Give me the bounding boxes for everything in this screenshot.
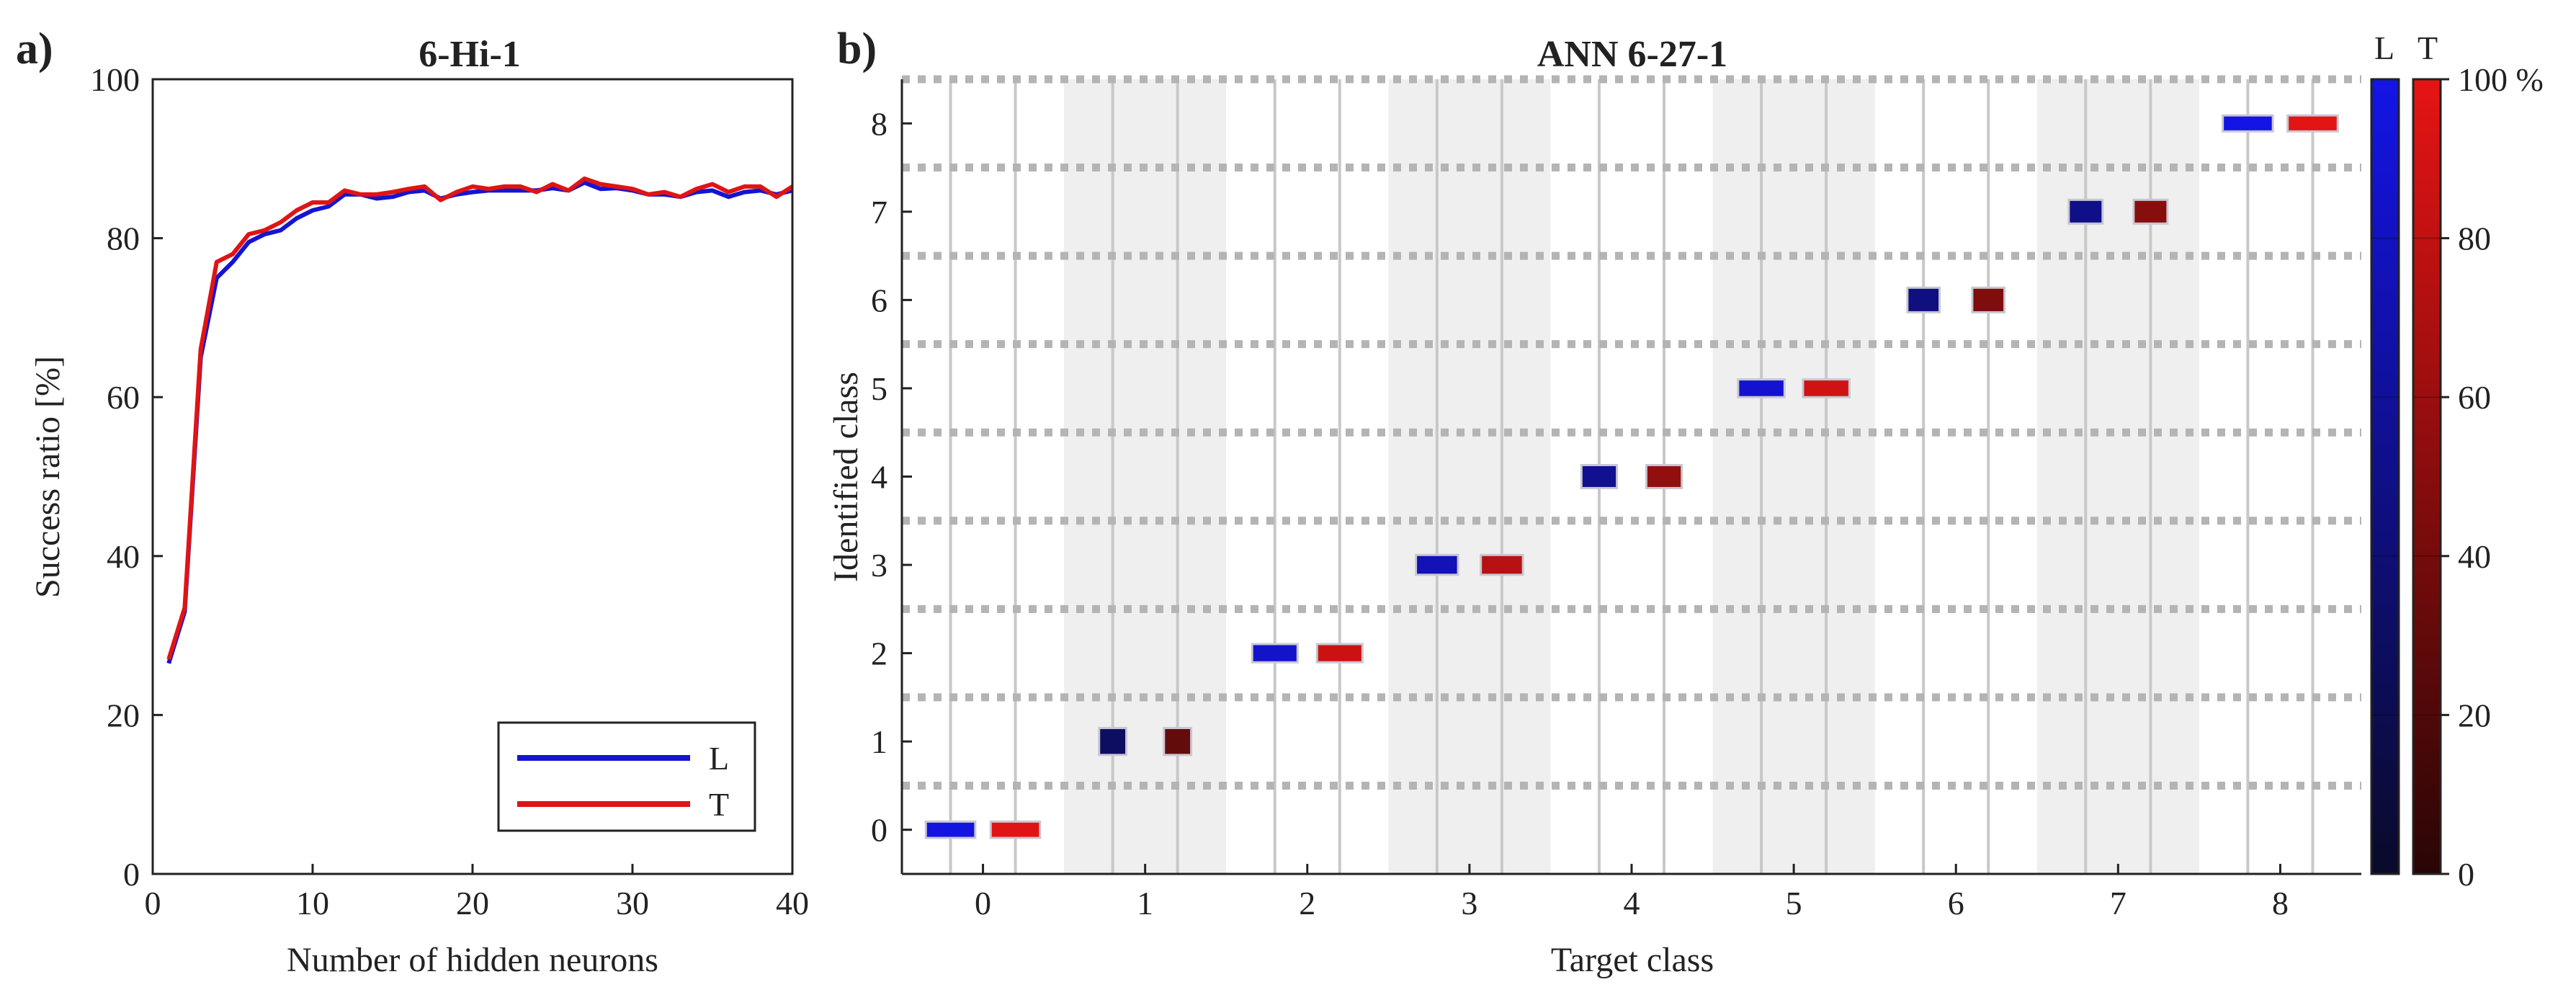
panel-b-label: b): [837, 24, 877, 73]
y-tick-label: 40: [107, 538, 140, 575]
x-tick-label: 40: [776, 885, 809, 921]
y-tick-label: 20: [107, 697, 140, 733]
x-tick-label: 0: [975, 885, 991, 921]
cell-T-3: [1480, 553, 1524, 576]
colorbar-L-label: L: [2374, 30, 2394, 66]
colorbar: L T 0 20 40 60 80 100 %: [2370, 30, 2544, 893]
chart-a-legend: L T: [497, 721, 756, 832]
x-tick-label: 10: [296, 885, 329, 921]
colorbar-tick-label: 60: [2458, 379, 2491, 416]
cell-T-4: [1645, 464, 1683, 489]
chart-b-ylabel: Identified class: [827, 372, 865, 582]
y-tick-label: 0: [123, 856, 140, 893]
cell-T-1: [1163, 726, 1193, 756]
cell-T-2: [1315, 643, 1364, 664]
y-tick-label: 0: [871, 812, 887, 849]
panel-a-label: a): [16, 24, 53, 73]
y-tick-label: 5: [871, 370, 887, 407]
cell-L-8: [2222, 114, 2274, 133]
x-tick-label: 5: [1786, 885, 1802, 921]
colorbar-tick-label: 40: [2458, 538, 2491, 575]
chart-b-cells: [924, 114, 2339, 839]
colorbar-ticks: 0 20 40 60 80 100 %: [2441, 61, 2544, 893]
x-tick-label: 1: [1137, 885, 1153, 921]
chart-b-shading: [1064, 79, 2199, 874]
shade-band-7: [2036, 79, 2199, 874]
x-tick-label: 30: [616, 885, 649, 921]
cell-L-1: [1098, 726, 1128, 756]
y-tick-label: 6: [871, 282, 887, 318]
chart-a-title: 6-Hi-1: [419, 34, 521, 75]
chart-a-series: [166, 176, 794, 664]
y-tick-label: 8: [871, 105, 887, 142]
colorbar-L: [2370, 78, 2400, 875]
colorbar-T: [2412, 78, 2442, 875]
y-tick-label: 4: [871, 459, 887, 496]
cell-L-3: [1415, 553, 1459, 576]
x-tick-label: 4: [1624, 885, 1640, 921]
cell-L-6: [1906, 286, 1941, 313]
chart-b-title: ANN 6-27-1: [1537, 34, 1727, 75]
chart-b-ticks: 0 1 2 3 4 5 6 7 8 0 1 2 3 4 5 6 7 8: [871, 105, 2289, 921]
panel-a: a) 6-Hi-1 0 10 20 30 40 0 20 40 60 80 100 Number o…: [16, 24, 809, 979]
x-tick-label: 20: [456, 885, 489, 921]
x-tick-label: 0: [145, 885, 161, 921]
chart-b-grid: [902, 75, 2361, 790]
legend-T-label: T: [709, 786, 729, 823]
x-tick-label: 2: [1299, 885, 1315, 921]
y-tick-label: 60: [107, 379, 140, 416]
y-tick-label: 3: [871, 547, 887, 584]
y-tick-label: 7: [871, 194, 887, 231]
chart-a-xlabel: Number of hidden neurons: [287, 941, 658, 979]
shade-band-5: [1712, 79, 1875, 874]
chart-a-ylabel: Success ratio [%]: [29, 356, 67, 598]
legend-box: [497, 721, 756, 832]
colorbar-bands: [2371, 237, 2441, 716]
cell-L-0: [924, 820, 977, 839]
cell-L-2: [1251, 643, 1299, 664]
y-tick-label: 100: [90, 61, 140, 98]
colorbar-tick-label: 80: [2458, 220, 2491, 257]
chart-a-frame: [151, 78, 794, 875]
x-tick-label: 6: [1948, 885, 1964, 921]
colorbar-tick-label: 0: [2458, 856, 2474, 893]
cell-T-6: [1971, 286, 2006, 313]
x-tick-label: 8: [2272, 885, 2289, 921]
cell-T-7: [2132, 198, 2169, 225]
y-tick-label: 2: [871, 635, 887, 672]
series-T-line: [166, 176, 794, 661]
cell-L-5: [1737, 378, 1786, 398]
cell-T-0: [989, 820, 1042, 839]
x-tick-label: 3: [1461, 885, 1477, 921]
x-tick-label: 7: [2110, 885, 2126, 921]
y-tick-label: 1: [871, 723, 887, 760]
legend-L-label: L: [709, 740, 729, 777]
cell-L-4: [1580, 464, 1619, 489]
series-L-line: [166, 180, 793, 664]
shade-band-3: [1388, 79, 1551, 874]
colorbar-tick-label: 20: [2458, 697, 2491, 733]
chart-a-axes: 0 10 20 30 40 0 20 40 60 80 100: [90, 61, 809, 921]
y-tick-label: 80: [107, 220, 140, 257]
shade-band-1: [1064, 79, 1227, 874]
chart-b-xlabel: Target class: [1551, 941, 1714, 979]
colorbar-tick-label: 100 %: [2458, 61, 2544, 98]
cell-L-7: [2067, 198, 2104, 225]
colorbar-T-label: T: [2418, 30, 2438, 66]
cell-T-5: [1802, 378, 1851, 398]
cell-T-8: [2286, 114, 2339, 133]
